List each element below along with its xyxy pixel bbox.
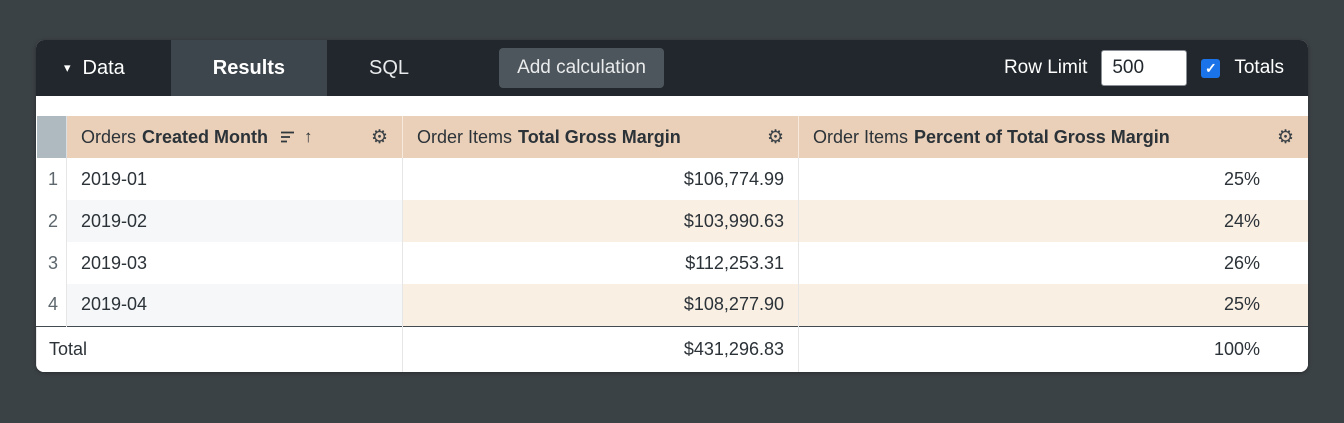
created-month-cell: 2019-03 xyxy=(66,242,403,284)
tab-sql-label: SQL xyxy=(369,56,410,79)
column-title: Percent of Total Gross Margin xyxy=(914,126,1170,147)
column-prefix: Order Items xyxy=(417,126,513,147)
totals-checkbox[interactable]: ✓ xyxy=(1201,58,1221,78)
data-dropdown-label: Data xyxy=(82,56,125,79)
toolbar: ▾ Data Results SQL Add calculation Row L… xyxy=(36,40,1308,96)
total-row: Total $431,296.83 100% xyxy=(36,325,1308,372)
column-title: Created Month xyxy=(142,126,269,147)
gear-icon[interactable]: ⚙ xyxy=(766,126,784,148)
percent-cell: 25% xyxy=(798,158,1308,200)
created-month-cell: 2019-01 xyxy=(66,158,403,200)
percent-cell: 25% xyxy=(798,284,1308,326)
percent-cell: 24% xyxy=(798,200,1308,242)
total-label: Total xyxy=(36,325,403,372)
tab-results[interactable]: Results xyxy=(170,40,328,96)
sort-lines-icon xyxy=(280,130,296,144)
column-prefix: Orders xyxy=(81,126,137,147)
tab-results-label: Results xyxy=(212,56,286,79)
explore-panel: ▾ Data Results SQL Add calculation Row L… xyxy=(36,40,1308,372)
created-month-cell: 2019-02 xyxy=(66,200,403,242)
results-table: Orders Created Month ↑ ⚙ xyxy=(36,116,1308,372)
percent-cell: 26% xyxy=(798,242,1308,284)
gross-margin-cell: $108,277.90 xyxy=(402,284,799,326)
column-header-percent-of-total[interactable]: Order Items Percent of Total Gross Margi… xyxy=(798,116,1308,158)
gross-margin-cell: $103,990.63 xyxy=(402,200,799,242)
results-table-wrap: Orders Created Month ↑ ⚙ xyxy=(36,96,1308,372)
sort-ascending-icon: ↑ xyxy=(304,127,313,146)
column-header-total-gross-margin[interactable]: Order Items Total Gross Margin ⚙ xyxy=(402,116,799,158)
gross-margin-cell: $106,774.99 xyxy=(402,158,799,200)
toolbar-right-group: Row Limit ✓ Totals xyxy=(1004,40,1308,96)
data-dropdown[interactable]: ▾ Data xyxy=(36,40,171,96)
totals-label: Totals xyxy=(1234,57,1284,78)
row-number: 2 xyxy=(47,210,58,231)
add-calculation-button[interactable]: Add calculation xyxy=(499,48,664,88)
table-row: 2 2019-02 $103,990.63 24% xyxy=(37,200,1308,242)
row-limit-input[interactable] xyxy=(1101,50,1188,86)
table-row: 1 2019-01 $106,774.99 25% xyxy=(37,158,1308,200)
row-limit-label: Row Limit xyxy=(1003,57,1088,78)
row-number: 4 xyxy=(47,294,58,315)
header-row: Orders Created Month ↑ ⚙ xyxy=(36,116,1308,158)
table-row: 3 2019-03 $112,253.31 26% xyxy=(37,242,1308,284)
total-percent: 100% xyxy=(798,325,1308,372)
check-icon: ✓ xyxy=(1204,59,1217,76)
table-row: 4 2019-04 $108,277.90 25% xyxy=(37,284,1308,326)
gear-icon[interactable]: ⚙ xyxy=(370,126,388,148)
caret-down-icon: ▾ xyxy=(64,60,71,75)
row-number: 1 xyxy=(47,168,58,189)
column-header-created-month[interactable]: Orders Created Month ↑ ⚙ xyxy=(66,116,403,158)
column-title: Total Gross Margin xyxy=(518,126,681,147)
total-gross-margin: $431,296.83 xyxy=(402,325,799,372)
column-prefix: Order Items xyxy=(813,126,909,147)
gross-margin-cell: $112,253.31 xyxy=(402,242,799,284)
row-number: 3 xyxy=(47,252,58,273)
gear-icon[interactable]: ⚙ xyxy=(1276,126,1294,148)
tab-sql[interactable]: SQL xyxy=(327,40,451,96)
row-number-header xyxy=(36,116,67,158)
created-month-cell: 2019-04 xyxy=(66,284,403,326)
